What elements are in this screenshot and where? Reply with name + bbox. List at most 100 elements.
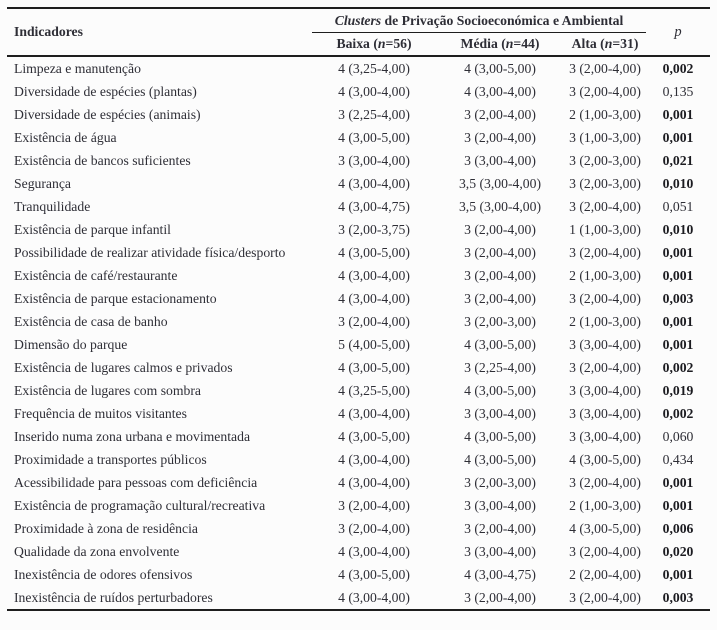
baixa-value-cell: 3 (2,25-4,00): [338, 106, 410, 122]
table-row: Existência de lugares com sombra 4 (3,25-…: [7, 379, 710, 402]
table-row: Dimensão do parque 5 (4,00-5,00) 4 (3,00-5…: [7, 333, 710, 356]
alta-column-header: Alta (n=31): [564, 33, 646, 57]
media-value-cell: 3 (2,00-4,00): [464, 221, 536, 237]
baixa-column-header: Baixa (n=56): [312, 33, 436, 57]
p-value-cell: 0,010: [662, 221, 694, 237]
clusters-group-header: Clusters de Privação Socioeconómica e Am…: [312, 8, 646, 33]
alta-value-cell: 3 (3,00-4,00): [569, 336, 641, 352]
media-value-cell: 3 (2,00-4,00): [464, 520, 536, 536]
baixa-value-cell: 4 (3,00-4,75): [338, 198, 410, 214]
media-value-cell: 4 (3,00-4,00): [464, 83, 536, 99]
media-value-cell: 4 (3,00-4,75): [464, 566, 536, 582]
indicator-cell: Segurança: [14, 175, 72, 191]
indicator-cell: Proximidade à zona de residência: [14, 520, 198, 536]
alta-value-cell: 3 (2,00-4,00): [569, 60, 641, 76]
p-value-cell: 0,434: [662, 451, 694, 467]
table-row: Existência de parque estacionamento 4 (3,…: [7, 287, 710, 310]
p-value-cell: 0,020: [662, 543, 694, 559]
alta-value-cell: 2 (1,00-3,00): [569, 267, 641, 283]
baixa-value-cell: 4 (3,00-4,00): [338, 290, 410, 306]
p-value-cell: 0,003: [662, 589, 694, 605]
p-value-cell: 0,001: [662, 336, 694, 352]
baixa-value-cell: 4 (3,00-4,00): [338, 451, 410, 467]
alta-value-cell: 3 (2,00-4,00): [569, 589, 641, 605]
media-value-cell: 3 (2,00-4,00): [464, 244, 536, 260]
p-value-cell: 0,002: [662, 60, 694, 76]
header-row-group: Indicadores Clusters de Privação Socioec…: [7, 8, 710, 40]
table-row: Frequência de muitos visitantes 4 (3,00-4…: [7, 402, 710, 425]
table-row: Existência de café/restaurante 4 (3,00-4,…: [7, 264, 710, 287]
alta-label-pre: Alta (: [571, 36, 605, 51]
table-row: Proximidade a transportes públicos 4 (3,0…: [7, 448, 710, 471]
p-value-cell: 0,010: [662, 175, 694, 191]
baixa-value-cell: 4 (3,25-5,00): [338, 382, 410, 398]
media-value-cell: 3 (2,00-4,00): [464, 267, 536, 283]
baixa-value-cell: 4 (3,00-5,00): [338, 129, 410, 145]
media-value-cell: 4 (3,00-5,00): [464, 451, 536, 467]
table-row: Acessibilidade para pessoas com deficiên…: [7, 471, 710, 494]
baixa-value-cell: 4 (3,00-4,00): [338, 83, 410, 99]
indicator-cell: Diversidade de espécies (animais): [14, 106, 201, 122]
p-value-cell: 0,002: [662, 359, 694, 375]
baixa-value-cell: 4 (3,00-4,00): [338, 589, 410, 605]
baixa-value-cell: 4 (3,00-5,00): [338, 359, 410, 375]
indicator-cell: Existência de lugares com sombra: [14, 382, 202, 398]
baixa-label-post: =56): [385, 36, 412, 51]
p-value-cell: 0,001: [662, 497, 694, 513]
alta-value-cell: 3 (1,00-3,00): [569, 129, 641, 145]
table-header: Indicadores Clusters de Privação Socioec…: [7, 8, 710, 56]
media-label-pre: Média (: [460, 36, 506, 51]
indicator-cell: Existência de parque infantil: [14, 221, 171, 237]
baixa-n-italic: n: [377, 36, 386, 51]
alta-value-cell: 3 (2,00-4,00): [569, 290, 641, 306]
table-row: Tranquilidade 4 (3,00-4,75) 3,5 (3,00-4,00…: [7, 195, 710, 218]
indicator-cell: Existência de casa de banho: [14, 313, 168, 329]
media-value-cell: 3 (3,00-4,00): [464, 543, 536, 559]
media-value-cell: 3 (2,00-4,00): [464, 106, 536, 122]
p-value-cell: 0,001: [662, 129, 694, 145]
indicators-column-header: Indicadores: [14, 24, 83, 39]
alta-value-cell: 3 (3,00-4,00): [569, 428, 641, 444]
media-value-cell: 4 (3,00-5,00): [464, 428, 536, 444]
baixa-value-cell: 4 (3,00-5,00): [338, 244, 410, 260]
table-row: Existência de bancos suficientes 3 (3,00-…: [7, 149, 710, 172]
alta-value-cell: 3 (2,00-4,00): [569, 474, 641, 490]
table-row: Qualidade da zona envolvente 4 (3,00-4,00…: [7, 540, 710, 563]
clusters-group-title-italic: Clusters: [334, 13, 382, 28]
baixa-value-cell: 4 (3,00-5,00): [338, 566, 410, 582]
baixa-label-pre: Baixa (: [336, 36, 378, 51]
alta-value-cell: 2 (2,00-4,00): [569, 566, 641, 582]
media-label-post: =44): [513, 36, 540, 51]
indicator-cell: Existência de parque estacionamento: [14, 290, 217, 306]
clusters-group-title-rest: de Privação Socioeconómica e Ambiental: [381, 13, 624, 28]
table-row: Limpeza e manutenção 4 (3,25-4,00) 4 (3,00…: [7, 56, 710, 80]
alta-value-cell: 3 (2,00-3,00): [569, 175, 641, 191]
table-row: Inexistência de ruídos perturbadores 4 (3…: [7, 586, 710, 610]
baixa-value-cell: 3 (2,00-4,00): [338, 497, 410, 513]
alta-value-cell: 3 (2,00-4,00): [569, 198, 641, 214]
indicator-cell: Possibilidade de realizar atividade físi…: [14, 244, 286, 260]
baixa-value-cell: 4 (3,00-4,00): [338, 543, 410, 559]
clusters-privation-table: Indicadores Clusters de Privação Socioec…: [7, 7, 710, 611]
alta-value-cell: 2 (1,00-3,00): [569, 313, 641, 329]
indicator-cell: Diversidade de espécies (plantas): [14, 83, 197, 99]
indicator-cell: Inexistência de odores ofensivos: [14, 566, 193, 582]
media-value-cell: 3 (3,00-4,00): [464, 497, 536, 513]
indicator-cell: Tranquilidade: [14, 198, 91, 214]
indicator-cell: Existência de café/restaurante: [14, 267, 178, 283]
indicator-cell: Existência de lugares calmos e privados: [14, 359, 233, 375]
indicator-cell: Inexistência de ruídos perturbadores: [14, 589, 213, 605]
media-value-cell: 3 (2,00-3,00): [464, 313, 536, 329]
media-value-cell: 3 (3,00-4,00): [464, 152, 536, 168]
table-row: Existência de água 4 (3,00-5,00) 3 (2,00-4…: [7, 126, 710, 149]
p-label: p: [674, 23, 682, 40]
baixa-value-cell: 4 (3,00-4,00): [338, 175, 410, 191]
p-column-header: p: [646, 8, 710, 56]
alta-value-cell: 3 (2,00-3,00): [569, 152, 641, 168]
p-value-cell: 0,051: [662, 198, 694, 214]
baixa-value-cell: 4 (3,00-4,00): [338, 474, 410, 490]
indicator-cell: Proximidade a transportes públicos: [14, 451, 207, 467]
table-row: Inexistência de odores ofensivos 4 (3,00-…: [7, 563, 710, 586]
alta-value-cell: 2 (1,00-3,00): [569, 497, 641, 513]
alta-value-cell: 3 (3,00-4,00): [569, 405, 641, 421]
